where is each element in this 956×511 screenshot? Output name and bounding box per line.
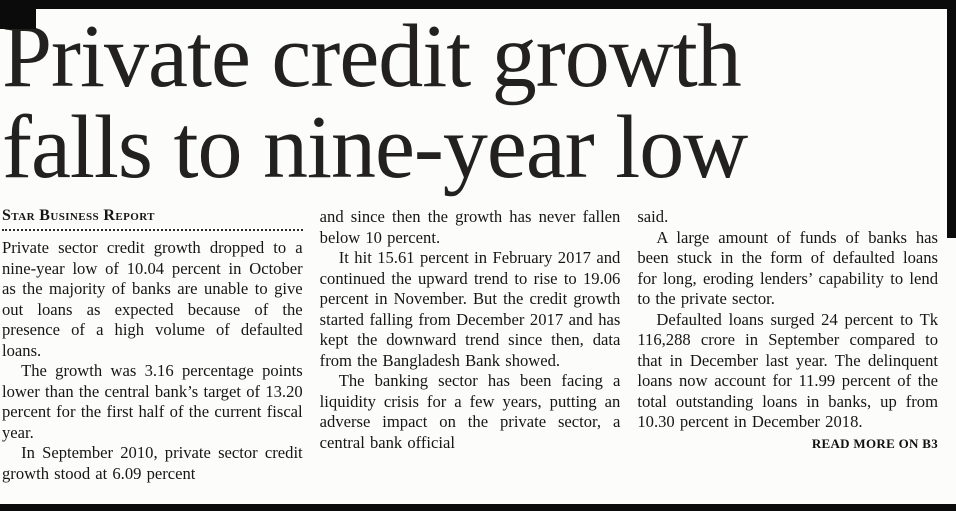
headline-line-1: Private credit growth <box>2 7 742 106</box>
paragraph: A large amount of funds of banks has bee… <box>637 227 939 309</box>
column-1: Star Business Report Private sector cred… <box>2 207 303 484</box>
paragraph: Defaulted loans surged 24 percent to Tk … <box>637 309 939 432</box>
column-3: said. A large amount of funds of banks h… <box>637 207 938 484</box>
paragraph: It hit 15.61 percent in February 2017 an… <box>319 248 621 370</box>
paragraph: The growth was 3.16 percentage points lo… <box>2 361 303 442</box>
article-headline: Private credit growth falls to nine-year… <box>0 11 956 193</box>
byline-dotted-rule <box>2 229 303 231</box>
headline-line-2: falls to nine-year low <box>2 98 748 197</box>
paragraph: said. <box>637 207 669 226</box>
column-2: and since then the growth has never fall… <box>320 207 621 484</box>
byline: Star Business Report <box>2 207 155 224</box>
top-edge-rule <box>0 0 956 9</box>
bottom-edge-rule <box>0 504 956 511</box>
paragraph: Private sector credit growth dropped to … <box>2 238 303 360</box>
read-more-pointer: READ MORE ON B3 <box>811 435 939 451</box>
top-left-corner-block <box>0 0 36 29</box>
right-edge-rule <box>947 0 956 238</box>
paragraph: The banking sector has been facing a liq… <box>319 371 621 452</box>
paragraph: and since then the growth has never fall… <box>319 207 621 247</box>
article-body: Star Business Report Private sector cred… <box>0 193 956 484</box>
paragraph: In September 2010, private sector credit… <box>2 443 303 483</box>
